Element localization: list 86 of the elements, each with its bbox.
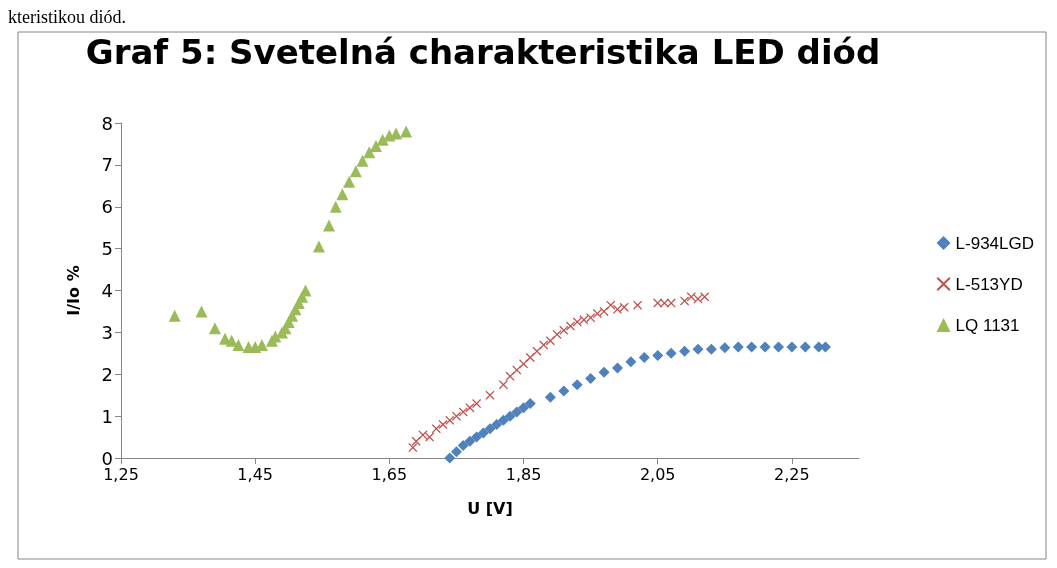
point [598,366,610,378]
x-axis-title: U [V] [467,498,513,518]
point [336,188,349,201]
point [343,175,356,188]
point [465,403,475,413]
point [692,343,704,355]
point [232,338,245,351]
point [498,380,508,390]
legend-label: L-513YD [955,274,1023,294]
point [611,362,623,374]
point [299,284,312,297]
point [356,154,369,167]
text: kteristikou diód. [8,7,126,27]
point [400,125,413,138]
point [524,398,536,410]
point [484,423,496,435]
point [451,411,461,421]
x-tick-label: 1,45 [237,464,273,484]
point [592,309,602,319]
point [349,165,362,178]
point [511,406,523,418]
y-tick-label: 7 [101,154,113,176]
point [759,341,771,353]
point [585,372,597,384]
point [539,340,549,350]
point [705,343,717,355]
point [679,345,691,357]
point [408,443,418,453]
x-tick-label: 1,65 [371,464,408,484]
point [552,329,562,339]
point [518,402,530,414]
point [444,452,456,464]
point [329,200,342,213]
y-axis-title: I/Io % [63,265,83,316]
point [566,321,576,331]
legend-label: L-934LGD [955,233,1034,253]
legend-label: LQ 1131 [955,315,1020,335]
point [772,341,784,353]
point [606,300,616,310]
point [680,296,690,306]
y-tick-label: 8 [101,112,113,134]
point [438,420,448,429]
point [485,390,495,400]
point [312,240,325,253]
point [322,219,335,232]
y-tick-label: 4 [101,280,113,301]
point [558,385,570,397]
point [571,379,583,391]
y-tick-label: 2 [101,363,113,385]
point [659,298,669,308]
point [746,341,758,353]
point [425,432,435,442]
point [612,304,622,314]
point [168,309,181,322]
point [477,427,489,439]
point [464,435,476,447]
point [504,410,516,422]
point [786,341,798,353]
point [208,322,221,335]
point [732,341,744,353]
x-tick-label: 2,25 [774,464,810,484]
point [693,294,703,304]
x-tick-label: 2,05 [639,464,676,484]
point [799,341,811,353]
y-tick-label: 1 [101,405,113,427]
point [665,347,677,359]
point [457,439,469,451]
point [450,446,462,458]
point [471,431,483,443]
point [719,342,731,354]
point [700,292,710,302]
y-tick-label: 6 [101,196,113,218]
y-tick-label: 5 [101,238,113,260]
chart-title: Graf 5: Svetelná charakteristika LED diód [85,32,881,72]
point [652,349,664,361]
point [638,352,650,363]
point [544,391,556,403]
point [633,300,643,310]
point [491,419,503,430]
point [497,414,509,426]
point [195,305,208,318]
point [579,315,589,325]
point [572,317,582,327]
x-tick-label: 1,85 [505,464,542,484]
y-tick-label: 3 [101,321,113,343]
point [625,356,637,368]
